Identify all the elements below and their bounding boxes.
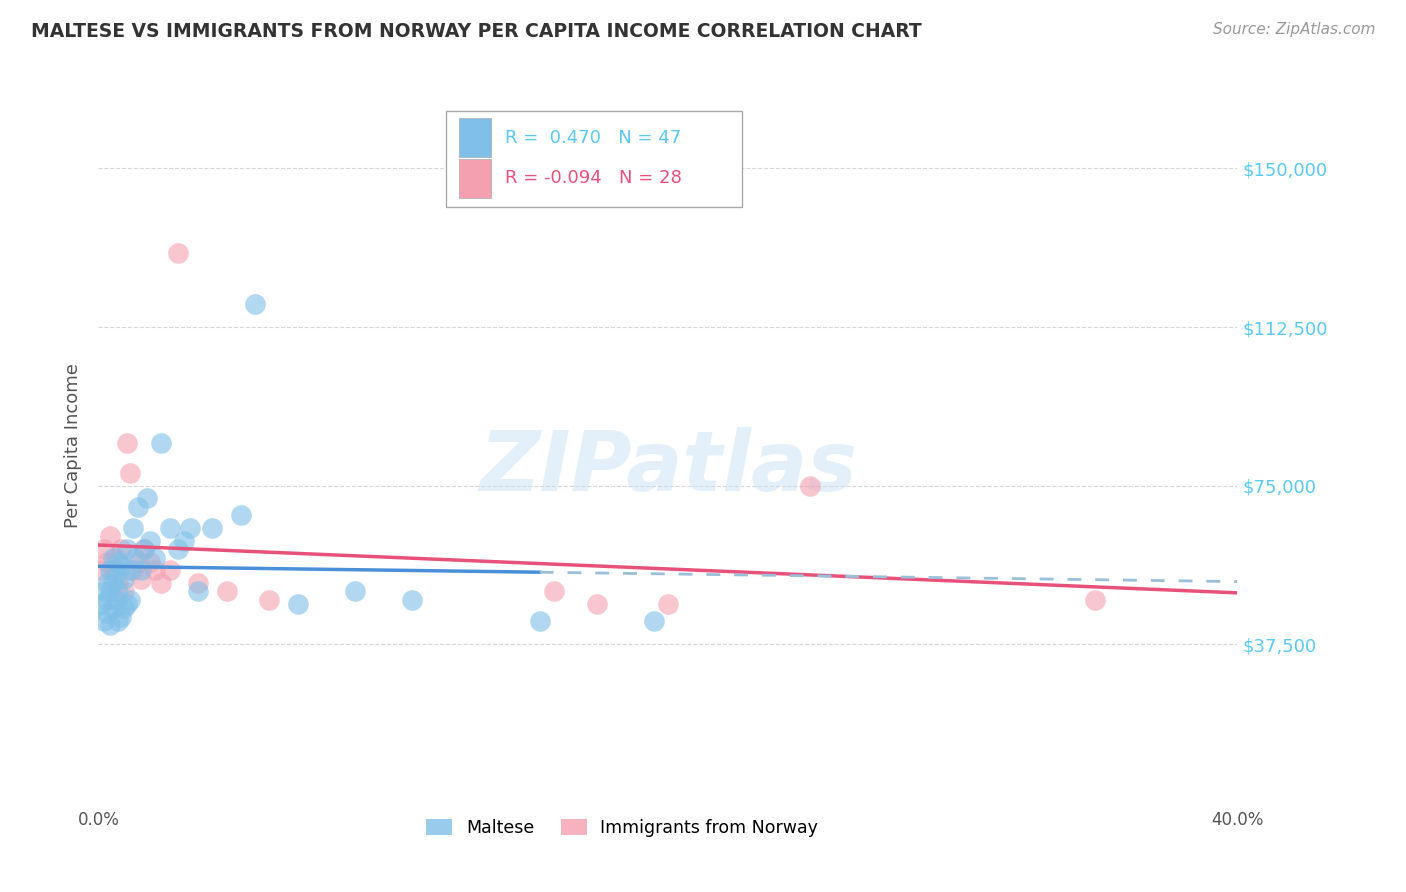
Point [150, 436, 173, 450]
Point [179, 521, 201, 535]
Point [121, 521, 143, 535]
Point [112, 584, 135, 599]
Point [110, 609, 132, 624]
Point [167, 542, 190, 557]
Point [138, 555, 160, 569]
Point [101, 575, 124, 590]
Point [118, 466, 141, 480]
FancyBboxPatch shape [460, 118, 491, 157]
Point [104, 592, 127, 607]
Point [104, 550, 127, 565]
Point [201, 521, 224, 535]
Legend: Maltese, Immigrants from Norway: Maltese, Immigrants from Norway [419, 813, 825, 844]
Point [215, 584, 238, 599]
Point [101, 601, 124, 615]
Point [96, 606, 118, 620]
Point [110, 559, 132, 574]
Point [98, 618, 121, 632]
Point [93, 614, 115, 628]
Point [145, 563, 167, 577]
Point [121, 563, 143, 577]
Point [107, 584, 129, 599]
Point [107, 614, 129, 628]
Y-axis label: Per Capita Income: Per Capita Income [65, 364, 83, 528]
Text: R = -0.094   N = 28: R = -0.094 N = 28 [505, 169, 682, 187]
Point [96, 555, 118, 569]
Text: MALTESE VS IMMIGRANTS FROM NORWAY PER CAPITA INCOME CORRELATION CHART: MALTESE VS IMMIGRANTS FROM NORWAY PER CA… [31, 22, 922, 41]
Point [101, 550, 124, 565]
Point [124, 550, 146, 565]
Point [129, 572, 152, 586]
Point [167, 246, 190, 260]
Point [1084, 592, 1107, 607]
Point [129, 563, 152, 577]
Point [98, 529, 121, 543]
Point [145, 550, 167, 565]
Text: Source: ZipAtlas.com: Source: ZipAtlas.com [1212, 22, 1375, 37]
Point [173, 533, 195, 548]
Point [543, 584, 565, 599]
Point [657, 597, 679, 611]
Point [96, 592, 118, 607]
Point [127, 500, 149, 514]
Point [107, 555, 129, 569]
Point [585, 597, 607, 611]
Point [159, 521, 181, 535]
Point [101, 563, 124, 577]
Point [132, 542, 155, 557]
Point [159, 563, 181, 577]
Point [98, 584, 121, 599]
Point [135, 491, 157, 506]
Point [643, 614, 665, 628]
Point [187, 575, 209, 590]
Point [93, 584, 115, 599]
FancyBboxPatch shape [446, 111, 742, 207]
Point [118, 592, 141, 607]
Point [529, 614, 551, 628]
Point [127, 555, 149, 569]
Point [96, 575, 118, 590]
Point [104, 567, 127, 582]
Point [150, 575, 173, 590]
Point [115, 597, 138, 611]
Point [90, 597, 112, 611]
Point [229, 508, 252, 523]
Point [112, 601, 135, 615]
Point [343, 584, 366, 599]
Point [93, 542, 115, 557]
Point [401, 592, 423, 607]
Point [107, 575, 129, 590]
Point [110, 542, 132, 557]
Point [98, 563, 121, 577]
Point [90, 563, 112, 577]
Point [287, 597, 309, 611]
Point [243, 297, 266, 311]
Point [259, 592, 281, 607]
Point [115, 542, 138, 557]
Point [799, 478, 821, 492]
Point [132, 542, 155, 557]
Point [112, 572, 135, 586]
Point [187, 584, 209, 599]
Text: R =  0.470   N = 47: R = 0.470 N = 47 [505, 128, 682, 146]
Point [138, 533, 160, 548]
FancyBboxPatch shape [460, 159, 491, 198]
Point [115, 436, 138, 450]
Point [118, 563, 141, 577]
Text: ZIPatlas: ZIPatlas [479, 427, 856, 508]
